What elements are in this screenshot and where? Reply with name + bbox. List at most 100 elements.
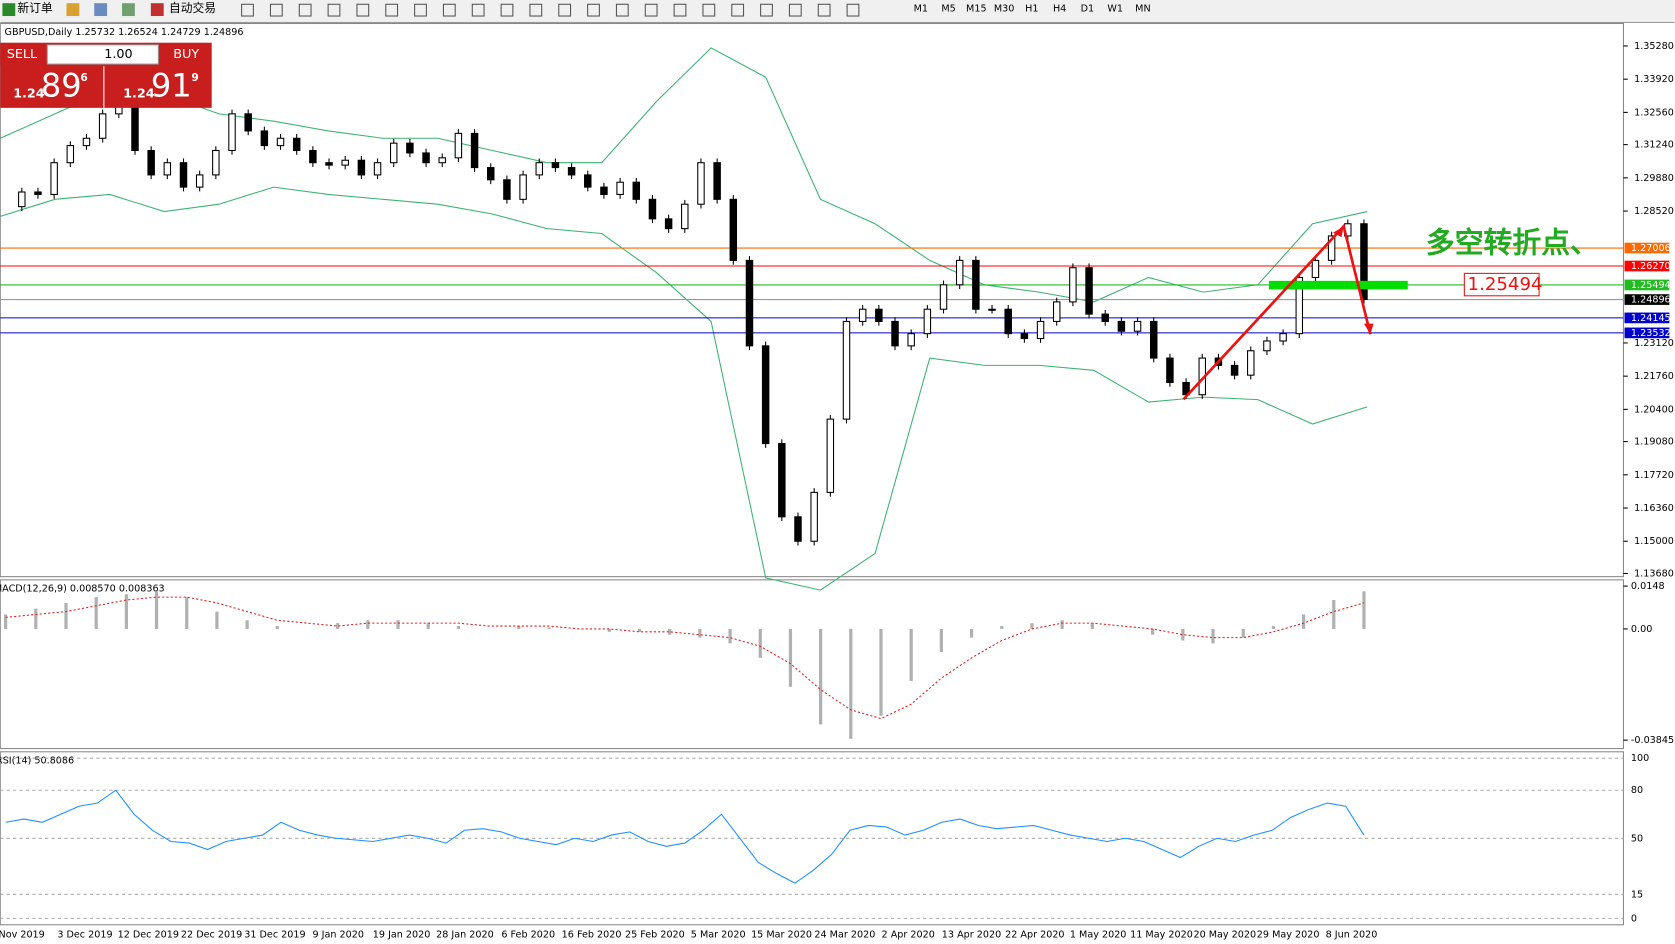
macd-panel [0,579,1624,750]
tool-icon[interactable] [673,3,687,17]
candle-body [761,345,770,445]
y-tick-label: 50 [1631,833,1643,844]
timeframe[interactable]: M5 [941,4,955,15]
candle-body [1279,333,1287,342]
tool-icon[interactable] [529,3,543,17]
tool-icon[interactable] [587,3,600,17]
level-label: 1.27006 [1631,243,1671,254]
toolbar [0,0,1675,22]
tool-icon[interactable] [385,3,399,17]
new-order[interactable]: 新订单 [17,1,52,15]
candle-body [1020,333,1029,340]
y-tick-label: 1.28520 [1634,206,1674,217]
candle-body [697,162,705,205]
date-label: 12 Dec 2019 [118,929,179,940]
tool-icon[interactable] [327,3,341,17]
ask-big[interactable]: 91 [151,67,192,105]
candle-body [648,198,657,220]
candle-body [406,142,414,154]
date-label: 6 Feb 2020 [501,929,555,940]
candle-body [681,203,689,230]
sell-button[interactable] [0,43,46,66]
tool-icon[interactable] [66,3,80,17]
tool-icon[interactable] [731,3,745,17]
candle-body [244,113,252,132]
new-order-icon[interactable] [2,3,16,17]
timeframe[interactable]: M30 [994,4,1015,15]
timeframe[interactable]: MN [1135,4,1150,15]
candle-body [600,186,608,195]
y-tick-label: 1.16360 [1634,503,1674,514]
tool-icon[interactable] [471,3,485,17]
y-tick-label: 1.17720 [1634,470,1674,481]
lots[interactable]: 1.00 [104,47,132,62]
tool-icon[interactable] [817,3,831,17]
timeframe[interactable]: H4 [1053,4,1066,15]
candle-body [584,174,592,188]
candle-body [988,308,996,311]
lots-input[interactable] [46,44,159,65]
autotrading-icon[interactable] [150,3,164,17]
y-tick-label: 0 [1631,913,1637,924]
candle-body [1230,364,1239,376]
bid-prefix[interactable]: 1.24 [13,86,45,101]
date-label: 25 Feb 2020 [625,929,685,940]
candle-body [325,162,333,166]
autotrading[interactable]: 自动交易 [169,1,216,15]
sell[interactable]: SELL [7,47,38,62]
rsi-line [5,789,1365,884]
y-tick-label: 1.19080 [1634,437,1674,448]
timeframe[interactable]: H1 [1025,4,1038,15]
timeframe[interactable]: M15 [966,4,987,15]
bid-big[interactable]: 89 [41,67,82,105]
candle-body [1052,301,1061,322]
ask-prefix[interactable]: 1.24 [123,86,155,101]
timeframe[interactable]: W1 [1107,4,1123,15]
tool-icon[interactable] [356,3,370,17]
tool-icon[interactable] [788,3,802,17]
tool-icon[interactable] [615,3,629,17]
y-tick-label: 1.21760 [1634,371,1674,382]
candle-body [519,174,527,200]
level-tag [1624,312,1670,324]
tool-icon[interactable] [558,3,572,17]
date-label: 16 Feb 2020 [562,929,622,940]
y-tick-label: 15 [1631,889,1643,900]
candle-body [567,167,576,176]
level-tag [1624,327,1670,339]
tool-icon[interactable] [500,3,514,17]
candle-body [1295,276,1304,335]
tool-icon[interactable] [241,3,254,17]
candle-body [195,174,204,188]
tool-icon[interactable] [414,3,427,17]
tool-icon[interactable] [702,3,716,17]
candle-body [939,284,948,310]
candle-body [923,308,932,335]
date-label: 28 Jan 2020 [436,929,494,940]
candle-body [1150,320,1158,359]
tool-icon[interactable] [269,3,283,17]
buy[interactable]: BUY [173,47,199,62]
tool-icon[interactable] [846,3,860,17]
y-tick-label: 1.13680 [1634,568,1674,579]
candle-body [1085,267,1093,315]
rsi-label: RSI(14) 50.8086 [0,755,74,766]
timeframe[interactable]: M1 [914,4,928,15]
y-tick-label: 80 [1631,785,1643,796]
candle-body [438,157,446,164]
y-tick-label: 1.23120 [1634,338,1674,349]
level-tag [1624,242,1670,254]
ask-pip[interactable]: 9 [191,71,198,84]
tool-icon[interactable] [442,3,456,17]
tool-icon[interactable] [122,3,135,17]
candle-body [357,159,366,176]
tool-icon[interactable] [760,3,773,17]
candle-body [1327,235,1336,261]
tool-icon[interactable] [644,3,658,17]
tool-icon[interactable] [94,3,108,17]
level-tag [1624,260,1670,272]
timeframe[interactable]: D1 [1081,4,1095,15]
candle-body [1311,259,1320,279]
bid-pip[interactable]: 6 [80,71,87,84]
tool-icon[interactable] [298,3,312,17]
